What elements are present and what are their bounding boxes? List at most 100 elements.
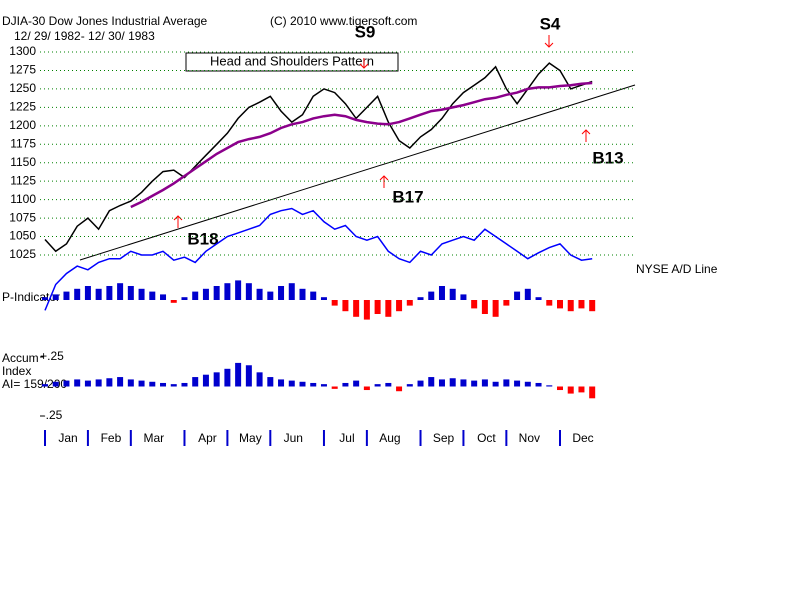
bar [557,300,563,309]
bar [481,300,488,314]
bar [342,382,349,387]
bar [170,300,177,303]
series-line [44,62,593,253]
bar [374,384,381,387]
bar [84,380,91,387]
x-tick-label: Mar [143,431,164,445]
bar [471,300,478,309]
bar [396,386,403,392]
series-line [44,207,593,311]
bar [181,382,188,387]
bar [438,286,445,300]
bar [310,382,317,387]
bar [224,283,231,300]
bar [299,381,306,387]
panel-title: Index [2,364,31,378]
y-tick-label: 1125 [10,173,36,187]
bar [567,386,574,394]
bar [535,382,542,387]
bar [127,286,134,300]
y-tick-label: +.25 [40,349,64,363]
x-tick-label: Nov [519,431,540,445]
bar [235,280,242,300]
bar [514,380,521,387]
annotation: S9 [355,22,376,41]
bar [170,384,177,387]
bar [503,300,510,306]
bar [310,291,317,300]
bar [331,386,338,389]
annotation: S4 [540,14,561,33]
bar [149,381,156,387]
x-tick-label: Oct [477,431,496,445]
bar [557,386,563,391]
bar [546,385,553,387]
bar [63,380,70,387]
panel-title: AI= 159/200 [2,377,67,391]
bar [213,372,220,387]
y-tick-label: 1200 [9,118,36,132]
bar [202,374,209,387]
bar [589,300,596,312]
x-tick-label: Jan [58,431,77,445]
bar [245,365,252,387]
bar [42,384,48,387]
bar [192,377,199,387]
bar [471,380,478,387]
bar [578,300,585,309]
bar [138,380,145,387]
x-tick-label: Jun [284,431,303,445]
bar [460,379,467,387]
y-tick-label: 1225 [9,100,36,114]
bar [106,286,113,300]
panel-title: P-Indicator [2,290,60,304]
y-tick-label: 1025 [9,247,36,261]
bar [52,294,59,300]
bar [256,288,263,300]
annotation-box [185,52,399,72]
bar [331,300,338,306]
bar [406,384,413,387]
bar [245,283,252,300]
bar [363,300,370,320]
bar [74,288,81,300]
bar [385,300,392,317]
bar [288,380,295,387]
bar [181,297,188,300]
bar [428,291,435,300]
bar [524,381,531,387]
bar [320,297,327,300]
bar [417,297,424,300]
bar [278,286,285,300]
y-tick-label: 1075 [9,210,36,224]
bar [42,297,48,300]
bar [567,300,574,312]
date-range: 12/ 29/ 1982- 12/ 30/ 1983 [14,29,155,43]
bar [278,379,285,387]
y-tick-label: 1100 [10,192,36,206]
bar [256,372,263,387]
bar [267,291,274,300]
bar [546,300,553,306]
x-tick-label: Sep [433,431,455,445]
bar [192,291,199,300]
annotation: B13 [592,148,623,167]
y-tick-label: 1150 [10,155,36,169]
bar [492,300,499,317]
bar [492,381,499,387]
x-tick-label: May [239,431,262,445]
bar [396,300,403,312]
bar [95,379,102,387]
bar [160,382,167,387]
bar [117,283,124,300]
bar [363,386,370,391]
x-tick-label: Apr [198,431,217,445]
series-label: NYSE A/D Line [636,262,718,276]
bar [503,379,510,387]
x-tick-label: Jul [339,431,354,445]
chart-title: DJIA-30 Dow Jones Industrial Average [2,14,208,28]
bar [127,379,134,387]
x-tick-label: Dec [572,431,593,445]
bar [52,381,59,387]
